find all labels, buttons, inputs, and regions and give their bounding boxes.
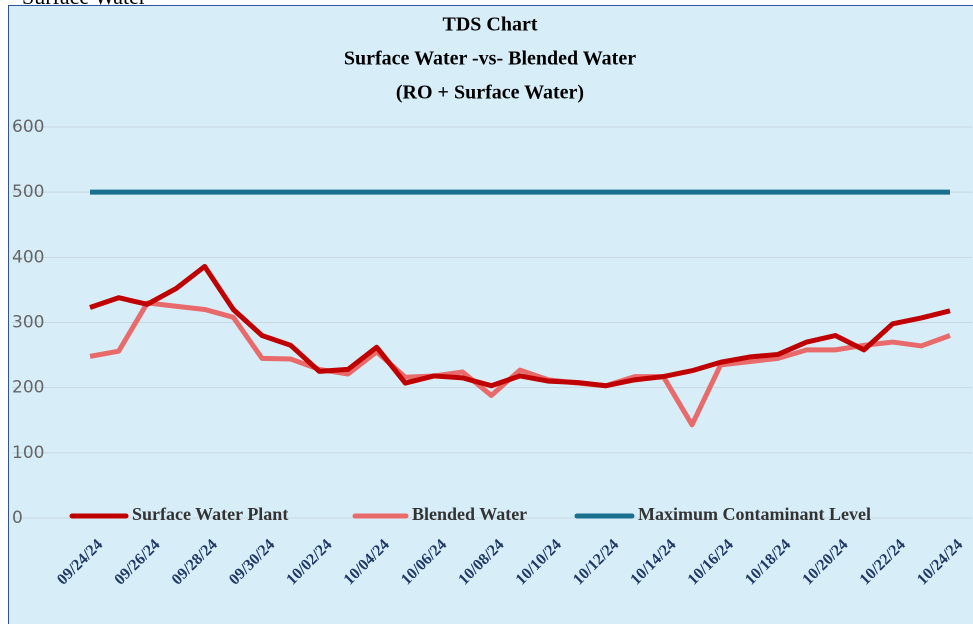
- y-tick-label: 400: [12, 247, 44, 267]
- y-tick-label: 100: [12, 443, 44, 463]
- series-line: [89, 263, 951, 389]
- y-tick-label: 200: [12, 378, 44, 398]
- legend-label: Surface Water Plant: [132, 504, 288, 524]
- y-tick-label: 600: [12, 117, 44, 137]
- series-line: [89, 300, 951, 428]
- chart-title: TDS Chart: [442, 14, 537, 36]
- y-tick-label: 300: [12, 313, 44, 333]
- y-tick-label: 500: [12, 182, 44, 202]
- chart-frame: [8, 5, 973, 624]
- chart-subtitle: (RO + Surface Water): [396, 82, 584, 104]
- chart-subtitle: Surface Water -vs- Blended Water: [344, 48, 636, 70]
- page-heading: Surface Water: [22, 0, 147, 9]
- legend-label: Maximum Contaminant Level: [638, 504, 871, 524]
- legend-label: Blended Water: [412, 504, 527, 524]
- y-tick-label: 0: [12, 508, 23, 528]
